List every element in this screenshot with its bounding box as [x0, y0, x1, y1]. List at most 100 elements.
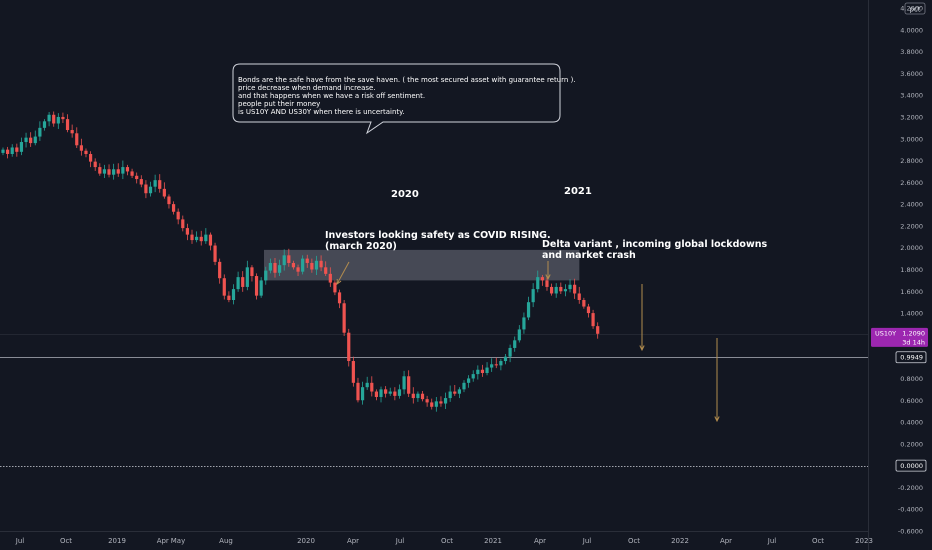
- x-tick-label-6: 2020: [297, 537, 315, 545]
- candle-body-43: [199, 236, 203, 242]
- x-tick-label-9: Oct: [441, 537, 453, 545]
- arrows: [336, 261, 720, 423]
- candle-46: [213, 242, 217, 266]
- candle-65: [301, 255, 305, 275]
- candle-body-9: [42, 121, 47, 128]
- candle-body-81: [374, 391, 379, 397]
- candle-body-104: [480, 369, 485, 374]
- candle-body-67: [310, 262, 314, 270]
- delta-label-line-1: Delta variant , incoming global lockdown…: [542, 239, 767, 250]
- candle-0: [1, 147, 5, 156]
- candle-body-125: [577, 293, 581, 301]
- annotations: Bonds are the safe have from the save ha…: [232, 63, 767, 261]
- y-tick-label-8: 2.6000: [900, 179, 923, 187]
- note-box[interactable]: Bonds are the safe have from the save ha…: [232, 63, 576, 135]
- candle-33: [153, 174, 157, 193]
- candle-92: [425, 395, 429, 407]
- candle-body-62: [287, 255, 291, 263]
- candle-body-88: [407, 376, 411, 394]
- candle-40: [185, 223, 189, 241]
- y-tick-label-4: 3.4000: [900, 92, 923, 100]
- delta-arrow: [545, 261, 551, 281]
- candle-body-100: [462, 382, 466, 390]
- candle-37: [171, 201, 176, 215]
- note-box-frame: [232, 63, 561, 135]
- candle-body-14: [65, 119, 70, 131]
- price-line-label-0: 0.9949: [895, 351, 927, 364]
- note-line-1: Bonds are the safe have from the save ha…: [238, 76, 576, 84]
- currency-badge[interactable]: pct: [904, 2, 926, 15]
- candle-body-31: [144, 184, 148, 194]
- last-price-value: 1.2090: [902, 329, 925, 337]
- candle-21: [98, 163, 102, 176]
- candle-4: [19, 137, 24, 156]
- candle-121: [559, 282, 563, 295]
- candle-101: [467, 375, 471, 388]
- candle-76: [351, 356, 355, 387]
- candle-114: [526, 296, 531, 321]
- candle-113: [522, 312, 526, 334]
- candle-body-77: [356, 382, 360, 401]
- candle-73: [337, 289, 342, 309]
- candle-59: [273, 258, 277, 278]
- candle-10: [47, 112, 51, 127]
- candle-body-103: [476, 369, 480, 375]
- candle-body-109: [503, 356, 508, 362]
- candle-62: [287, 248, 291, 267]
- candle-body-124: [573, 284, 577, 294]
- y-tick-label-7: 2.8000: [900, 157, 923, 165]
- candle-body-71: [328, 273, 332, 283]
- candle-115: [531, 283, 535, 308]
- candle-body-45: [208, 234, 213, 246]
- candle-42: [195, 231, 199, 243]
- y-tick-label-10: 2.2000: [900, 222, 923, 230]
- candle-123: [568, 279, 572, 293]
- candle-87: [402, 370, 406, 395]
- candle-body-50: [231, 289, 236, 301]
- x-tick-label-8: Jul: [395, 537, 405, 545]
- candle-body-58: [268, 262, 272, 271]
- x-tick-label-0: Jul: [15, 537, 25, 545]
- candle-body-80: [370, 382, 374, 392]
- candle-body-64: [296, 267, 300, 272]
- x-tick-label-16: Jul: [767, 537, 777, 545]
- candle-93: [430, 398, 434, 410]
- candle-70: [324, 261, 328, 277]
- candle-90: [416, 391, 420, 402]
- y-tick-label-12: 1.8000: [900, 266, 923, 274]
- candle-86: [397, 384, 402, 399]
- candle-body-28: [130, 171, 134, 176]
- candle-body-68: [314, 260, 319, 270]
- y-axis[interactable]: 4.2000 4.0000 3.8000 3.6000 3.4000 3.2000 3.00…: [868, 0, 924, 550]
- candle-body-76: [351, 361, 355, 383]
- candle-105: [485, 362, 489, 376]
- candle-30: [139, 175, 143, 188]
- candle-35: [162, 182, 166, 199]
- candle-24: [112, 163, 116, 180]
- candle-body-79: [365, 382, 369, 388]
- candle-body-20: [93, 161, 97, 168]
- candle-11: [52, 111, 56, 127]
- note-line-5: is US10Y AND US30Y when there is uncerta…: [238, 108, 405, 116]
- candle-body-102: [471, 374, 475, 379]
- x-tick-label-3: Apr: [157, 537, 169, 545]
- candle-body-46: [213, 245, 217, 262]
- candle-26: [121, 160, 125, 180]
- candle-body-85: [393, 391, 397, 396]
- candle-44: [204, 228, 208, 244]
- candle-body-129: [596, 326, 600, 334]
- candle-body-111: [513, 340, 517, 348]
- candle-39: [181, 215, 185, 232]
- candle-6: [29, 132, 33, 147]
- candle-58: [268, 258, 272, 274]
- candle-body-19: [88, 154, 93, 162]
- candle-118: [545, 277, 549, 291]
- note-line-3: and that happens when we have a risk off…: [238, 92, 425, 100]
- candle-body-123: [568, 284, 572, 290]
- candle-18: [84, 148, 88, 158]
- x-tick-label-10: 2021: [484, 537, 502, 545]
- candle-body-115: [531, 289, 535, 303]
